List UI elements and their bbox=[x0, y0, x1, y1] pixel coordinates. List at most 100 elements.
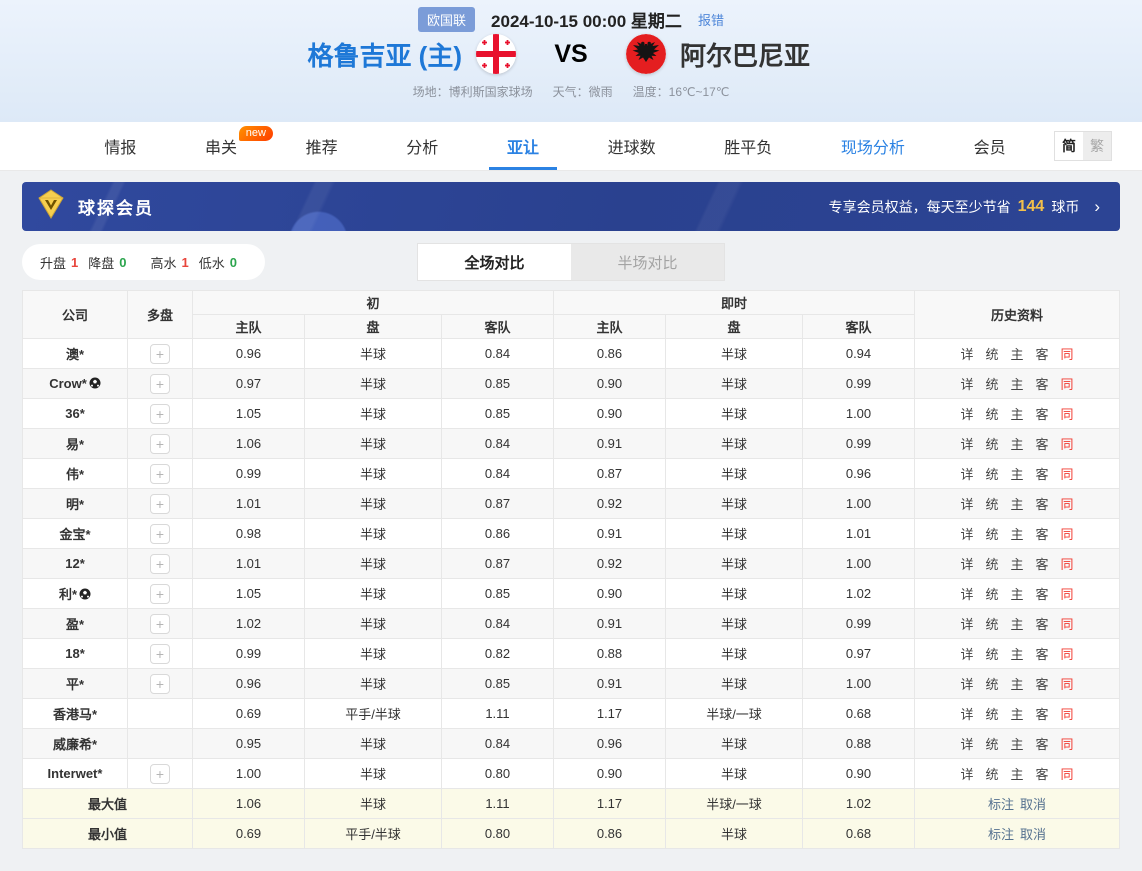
history-link[interactable]: 同 bbox=[1060, 767, 1074, 782]
history-link[interactable]: 同 bbox=[1060, 377, 1074, 392]
history-link[interactable]: 统 bbox=[985, 617, 999, 632]
expand-odds-button[interactable]: + bbox=[150, 583, 170, 604]
history-link[interactable]: 同 bbox=[1060, 677, 1074, 692]
history-link[interactable]: 详 bbox=[960, 557, 974, 572]
summary-action-link[interactable]: 标注 bbox=[987, 827, 1014, 842]
company-name[interactable]: Interwet* bbox=[47, 766, 103, 781]
history-link[interactable]: 同 bbox=[1060, 647, 1074, 662]
history-link[interactable]: 主 bbox=[1010, 587, 1024, 602]
tab-shengpingfu[interactable]: 胜平负 bbox=[724, 140, 773, 157]
history-link[interactable]: 客 bbox=[1035, 767, 1049, 782]
history-link[interactable]: 主 bbox=[1010, 347, 1024, 362]
chevron-right-icon[interactable]: › bbox=[1094, 196, 1100, 216]
summary-action-link[interactable]: 取消 bbox=[1020, 827, 1047, 842]
company-name[interactable]: 盈* bbox=[65, 617, 85, 632]
history-link[interactable]: 主 bbox=[1010, 707, 1024, 722]
expand-odds-button[interactable]: + bbox=[150, 613, 170, 634]
history-link[interactable]: 同 bbox=[1060, 737, 1074, 752]
tab-jinqiushu[interactable]: 进球数 bbox=[607, 140, 656, 157]
company-name[interactable]: 明* bbox=[65, 497, 85, 512]
summary-action-link[interactable]: 取消 bbox=[1020, 797, 1047, 812]
history-link[interactable]: 统 bbox=[985, 497, 999, 512]
history-link[interactable]: 主 bbox=[1010, 737, 1024, 752]
history-link[interactable]: 主 bbox=[1010, 407, 1024, 422]
expand-odds-button[interactable]: + bbox=[150, 433, 170, 454]
history-link[interactable]: 客 bbox=[1035, 437, 1049, 452]
tab-fenxi[interactable]: 分析 bbox=[406, 140, 439, 157]
history-link[interactable]: 统 bbox=[985, 407, 999, 422]
expand-odds-button[interactable]: + bbox=[150, 343, 170, 364]
history-link[interactable]: 详 bbox=[960, 377, 974, 392]
history-link[interactable]: 详 bbox=[960, 497, 974, 512]
history-link[interactable]: 统 bbox=[985, 527, 999, 542]
company-name[interactable]: 平* bbox=[65, 677, 85, 692]
full-match-compare-button[interactable]: 全场对比 bbox=[418, 244, 571, 280]
history-link[interactable]: 客 bbox=[1035, 677, 1049, 692]
history-link[interactable]: 统 bbox=[985, 587, 999, 602]
company-name[interactable]: 利* bbox=[58, 587, 78, 602]
history-link[interactable]: 客 bbox=[1035, 407, 1049, 422]
history-link[interactable]: 统 bbox=[985, 437, 999, 452]
history-link[interactable]: 主 bbox=[1010, 467, 1024, 482]
company-name[interactable]: 36* bbox=[65, 406, 85, 421]
history-link[interactable]: 详 bbox=[960, 707, 974, 722]
history-link[interactable]: 主 bbox=[1010, 617, 1024, 632]
history-link[interactable]: 统 bbox=[985, 737, 999, 752]
expand-odds-button[interactable]: + bbox=[150, 493, 170, 514]
history-link[interactable]: 详 bbox=[960, 347, 974, 362]
history-link[interactable]: 详 bbox=[960, 677, 974, 692]
history-link[interactable]: 同 bbox=[1060, 557, 1074, 572]
history-link[interactable]: 统 bbox=[985, 647, 999, 662]
history-link[interactable]: 客 bbox=[1035, 557, 1049, 572]
history-link[interactable]: 主 bbox=[1010, 557, 1024, 572]
history-link[interactable]: 统 bbox=[985, 707, 999, 722]
history-link[interactable]: 主 bbox=[1010, 767, 1024, 782]
tab-huiyuan[interactable]: 会员 bbox=[973, 140, 1006, 157]
expand-odds-button[interactable]: + bbox=[150, 403, 170, 424]
history-link[interactable]: 同 bbox=[1060, 407, 1074, 422]
expand-odds-button[interactable]: + bbox=[150, 373, 170, 394]
history-link[interactable]: 统 bbox=[985, 677, 999, 692]
history-link[interactable]: 客 bbox=[1035, 617, 1049, 632]
expand-odds-button[interactable]: + bbox=[150, 763, 170, 784]
away-team-name[interactable]: 阿尔巴尼亚 bbox=[680, 40, 811, 71]
expand-odds-button[interactable]: + bbox=[150, 523, 170, 544]
history-link[interactable]: 同 bbox=[1060, 527, 1074, 542]
history-link[interactable]: 客 bbox=[1035, 647, 1049, 662]
history-link[interactable]: 详 bbox=[960, 587, 974, 602]
history-link[interactable]: 详 bbox=[960, 647, 974, 662]
company-name[interactable]: Crow* bbox=[49, 376, 87, 391]
report-error-link[interactable]: 报错 bbox=[697, 12, 724, 28]
history-link[interactable]: 主 bbox=[1010, 437, 1024, 452]
history-link[interactable]: 主 bbox=[1010, 527, 1024, 542]
history-link[interactable]: 统 bbox=[985, 467, 999, 482]
history-link[interactable]: 同 bbox=[1060, 707, 1074, 722]
history-link[interactable]: 主 bbox=[1010, 377, 1024, 392]
history-link[interactable]: 详 bbox=[960, 527, 974, 542]
history-link[interactable]: 同 bbox=[1060, 497, 1074, 512]
tab-chuanguan[interactable]: 串关 new bbox=[201, 122, 273, 170]
history-link[interactable]: 同 bbox=[1060, 347, 1074, 362]
tab-tuijian[interactable]: 推荐 bbox=[305, 140, 338, 157]
tab-xianchang-fenxi[interactable]: 现场分析 bbox=[840, 140, 905, 157]
company-name[interactable]: 18* bbox=[65, 646, 85, 661]
tab-qingbao[interactable]: 情报 bbox=[104, 140, 137, 157]
vip-member-banner[interactable]: 球探会员 专享会员权益，每天至少节省 144 球币 › bbox=[22, 182, 1120, 231]
company-name[interactable]: 香港马* bbox=[52, 707, 98, 722]
history-link[interactable]: 主 bbox=[1010, 677, 1024, 692]
history-link[interactable]: 客 bbox=[1035, 497, 1049, 512]
history-link[interactable]: 同 bbox=[1060, 617, 1074, 632]
lang-traditional-button[interactable]: 繁 bbox=[1083, 132, 1111, 160]
history-link[interactable]: 客 bbox=[1035, 587, 1049, 602]
company-name[interactable]: 威廉希* bbox=[52, 737, 98, 752]
expand-odds-button[interactable]: + bbox=[150, 463, 170, 484]
history-link[interactable]: 客 bbox=[1035, 527, 1049, 542]
history-link[interactable]: 主 bbox=[1010, 497, 1024, 512]
company-name[interactable]: 12* bbox=[65, 556, 85, 571]
history-link[interactable]: 客 bbox=[1035, 347, 1049, 362]
company-name[interactable]: 澳* bbox=[65, 347, 85, 362]
company-name[interactable]: 易* bbox=[65, 437, 85, 452]
history-link[interactable]: 客 bbox=[1035, 737, 1049, 752]
lang-simplified-button[interactable]: 简 bbox=[1055, 132, 1083, 160]
tab-yarang-active[interactable]: 亚让 bbox=[488, 122, 557, 170]
